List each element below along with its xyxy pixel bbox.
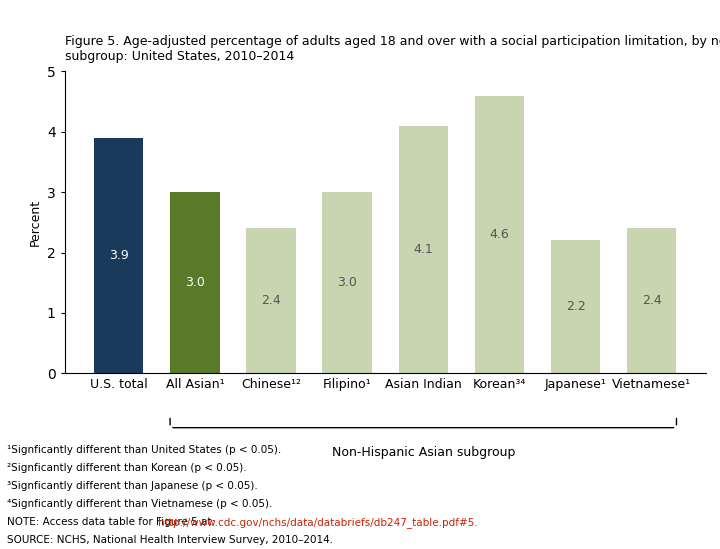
Text: NOTE: Access data table for Figure 5 at:: NOTE: Access data table for Figure 5 at: (7, 517, 219, 527)
Bar (551, 240, 600, 373)
Text: Non-Hispanic Asian subgroup: Non-Hispanic Asian subgroup (332, 446, 515, 459)
Text: SOURCE: NCHS, National Health Interview Survey, 2010–2014.: SOURCE: NCHS, National Health Interview … (7, 535, 333, 545)
Text: 3.0: 3.0 (185, 276, 204, 289)
Bar (627, 228, 677, 373)
Text: http://www.cdc.gov/nchs/data/databriefs/db247_table.pdf#5.: http://www.cdc.gov/nchs/data/databriefs/… (158, 517, 477, 528)
Text: 4.6: 4.6 (490, 228, 509, 241)
Bar (170, 192, 220, 373)
Bar (323, 192, 372, 373)
Bar (94, 138, 143, 373)
Text: ⁴Signficantly different than Vietnamese (p < 0.05).: ⁴Signficantly different than Vietnamese … (7, 499, 273, 509)
Text: ³Signficantly different than Japanese (p < 0.05).: ³Signficantly different than Japanese (p… (7, 481, 258, 491)
Bar (399, 126, 448, 373)
Text: Figure 5. Age-adjusted percentage of adults aged 18 and over with a social parti: Figure 5. Age-adjusted percentage of adu… (65, 35, 720, 63)
Bar (246, 228, 296, 373)
Text: ¹Signficantly different than United States (p < 0.05).: ¹Signficantly different than United Stat… (7, 445, 282, 455)
Text: 3.9: 3.9 (109, 249, 129, 262)
Text: 2.4: 2.4 (261, 294, 281, 307)
Text: 2.2: 2.2 (566, 300, 585, 313)
Text: ²Signficantly different than Korean (p < 0.05).: ²Signficantly different than Korean (p <… (7, 463, 247, 473)
Text: 3.0: 3.0 (337, 276, 357, 289)
Y-axis label: Percent: Percent (28, 199, 41, 246)
Bar (474, 96, 524, 373)
Text: 2.4: 2.4 (642, 294, 662, 307)
Text: 4.1: 4.1 (413, 243, 433, 256)
